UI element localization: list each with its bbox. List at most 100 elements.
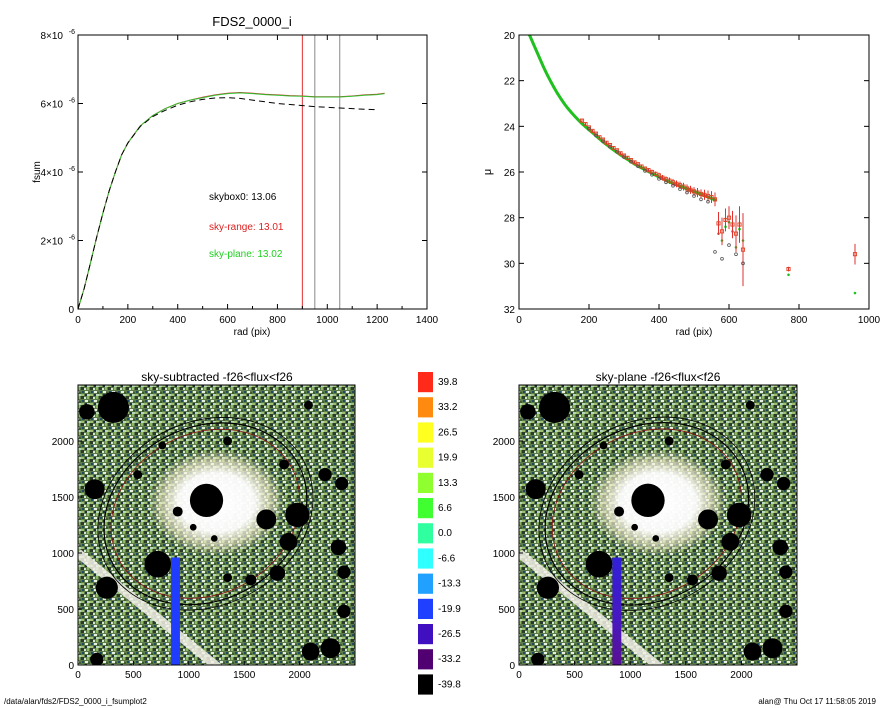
- sky-subtracted-title: sky-subtracted -f26<flux<f26: [141, 370, 293, 384]
- y-tick-exponent: -6: [69, 235, 75, 242]
- masked-source: [536, 576, 560, 599]
- mu-point-square: [635, 162, 641, 167]
- fsum-ylabel: fsum: [32, 161, 43, 183]
- masked-source: [614, 506, 625, 517]
- footer-user-timestamp: alan@ Thu Oct 17 11:58:05 2019: [758, 697, 876, 706]
- mu-point-square: [611, 145, 616, 151]
- mu-point-square: [628, 158, 634, 163]
- colorbar: 39.8 33.2 26.5 19.9 13.3 6.6 0.0 -6.6 -13.3 -19.9…: [418, 372, 461, 695]
- mu-point-dot: [577, 118, 580, 122]
- sky-plane-ticks: 0 500 1000 1500 2000 0 500 1000 1500 2000: [493, 437, 753, 681]
- mu-point-dot: [563, 102, 566, 106]
- mu-point-circle: [699, 197, 703, 202]
- masked-source: [779, 604, 793, 618]
- masked-source: [631, 523, 638, 531]
- x-tick-label: 400: [169, 315, 186, 326]
- colorbar-swatch: [418, 548, 433, 569]
- masked-source: [245, 574, 257, 586]
- annotation-sky-range: sky-range: 13.01: [209, 222, 284, 233]
- x-tick-label: 1500: [233, 670, 256, 681]
- mu-point-dot: [787, 273, 790, 277]
- mu-point-circle: [636, 164, 640, 169]
- masked-source: [335, 476, 349, 491]
- masked-source: [318, 467, 332, 482]
- y-tick-label: 26: [504, 168, 516, 179]
- fsum-panel: FDS2_0000_i 0 200 400 600 800 1000 1200 1400 0 2×…: [32, 14, 439, 338]
- sky-subtracted-panel: sky-subtracted -f26<flux<f26 0 500 1000 150…: [52, 370, 356, 681]
- colorbar-swatch: [418, 498, 433, 519]
- masked-source: [721, 532, 740, 551]
- masked-source: [95, 576, 118, 599]
- fsum-xlabel: rad (pix): [234, 327, 271, 338]
- y-tick-label: 2000: [493, 437, 516, 448]
- y-tick-label: 0: [509, 661, 515, 672]
- y-tick-label: 1500: [493, 493, 516, 504]
- y-tick-label: 2×10: [40, 237, 63, 248]
- y-tick-label: 0: [68, 305, 74, 316]
- mu-point-square: [593, 131, 599, 136]
- y-tick-label: 28: [504, 214, 516, 225]
- mu-point-circle: [671, 183, 675, 188]
- colorbar-label: -19.9: [438, 604, 461, 615]
- fsum-ticks: 0 200 400 600 800 1000 1200 1400 0 2×10 -6 4×10 -6 6×…: [40, 29, 438, 326]
- masked-source: [210, 535, 218, 542]
- isophote-ellipse-1: [551, 428, 742, 600]
- x-tick-label: 0: [75, 315, 81, 326]
- masked-source: [664, 436, 674, 446]
- masked-source: [776, 476, 791, 491]
- colorbar-label: -13.3: [438, 579, 461, 590]
- masked-source: [97, 391, 129, 423]
- isophote-ellipse-2: [97, 417, 314, 611]
- mu-point-circle: [720, 256, 724, 261]
- masked-column: [171, 557, 180, 665]
- sky-subtracted-ticks: 0 500 1000 1500 2000 0 500 1000 1500 2000: [52, 437, 311, 681]
- masked-source: [90, 652, 104, 665]
- mu-point-dot: [531, 41, 535, 45]
- mu-point-square: [590, 128, 595, 133]
- mu-point-dot: [853, 291, 857, 295]
- mu-point-square: [716, 221, 721, 226]
- annotation-skybox0: skybox0: 13.06: [209, 192, 277, 203]
- fsum-series-1: [78, 92, 385, 309]
- mu-point-square: [709, 195, 714, 200]
- mu-point-square: [733, 231, 739, 236]
- mu-point-circle: [734, 252, 738, 257]
- mu-point-circle: [594, 133, 598, 138]
- mu-point-square: [639, 164, 644, 169]
- masked-source: [520, 404, 536, 420]
- mu-point-square: [712, 197, 718, 202]
- mu-point-square: [786, 266, 791, 272]
- colorbar-swatch: [418, 372, 433, 393]
- masked-source: [223, 573, 233, 583]
- colorbar-swatch: [418, 573, 433, 594]
- masked-source: [539, 391, 571, 423]
- mu-point-square: [621, 153, 627, 158]
- x-tick-label: 500: [125, 670, 142, 681]
- mu-ylabel: μ: [482, 169, 494, 175]
- mu-point-square: [614, 148, 620, 153]
- masked-source: [269, 565, 286, 581]
- mu-point-circle: [692, 194, 696, 198]
- colorbar-label: 33.2: [438, 402, 458, 413]
- x-tick-label: 1500: [675, 670, 698, 681]
- masked-source: [304, 400, 313, 410]
- mu-point-circle: [713, 250, 717, 254]
- colorbar-label: 39.8: [438, 377, 458, 388]
- mu-point-square: [852, 252, 858, 257]
- mu-point-dot: [549, 79, 552, 83]
- x-tick-label: 1000: [858, 315, 881, 326]
- mu-point-square: [737, 222, 742, 227]
- mu-point-dot: [559, 97, 563, 101]
- mu-point-dot: [584, 125, 587, 129]
- masked-source: [337, 565, 351, 579]
- mu-point-circle: [643, 169, 647, 173]
- colorbar-label: 0.0: [438, 528, 452, 539]
- masked-source: [172, 506, 183, 517]
- colorbar-swatch: [418, 649, 433, 670]
- y-tick-label: 2000: [52, 437, 75, 448]
- mu-point-circle: [706, 199, 710, 204]
- masked-source: [279, 459, 290, 470]
- sky-subtracted-image: [78, 385, 355, 665]
- y-tick-label: 500: [498, 605, 515, 616]
- colorbar-label: -33.2: [438, 654, 461, 665]
